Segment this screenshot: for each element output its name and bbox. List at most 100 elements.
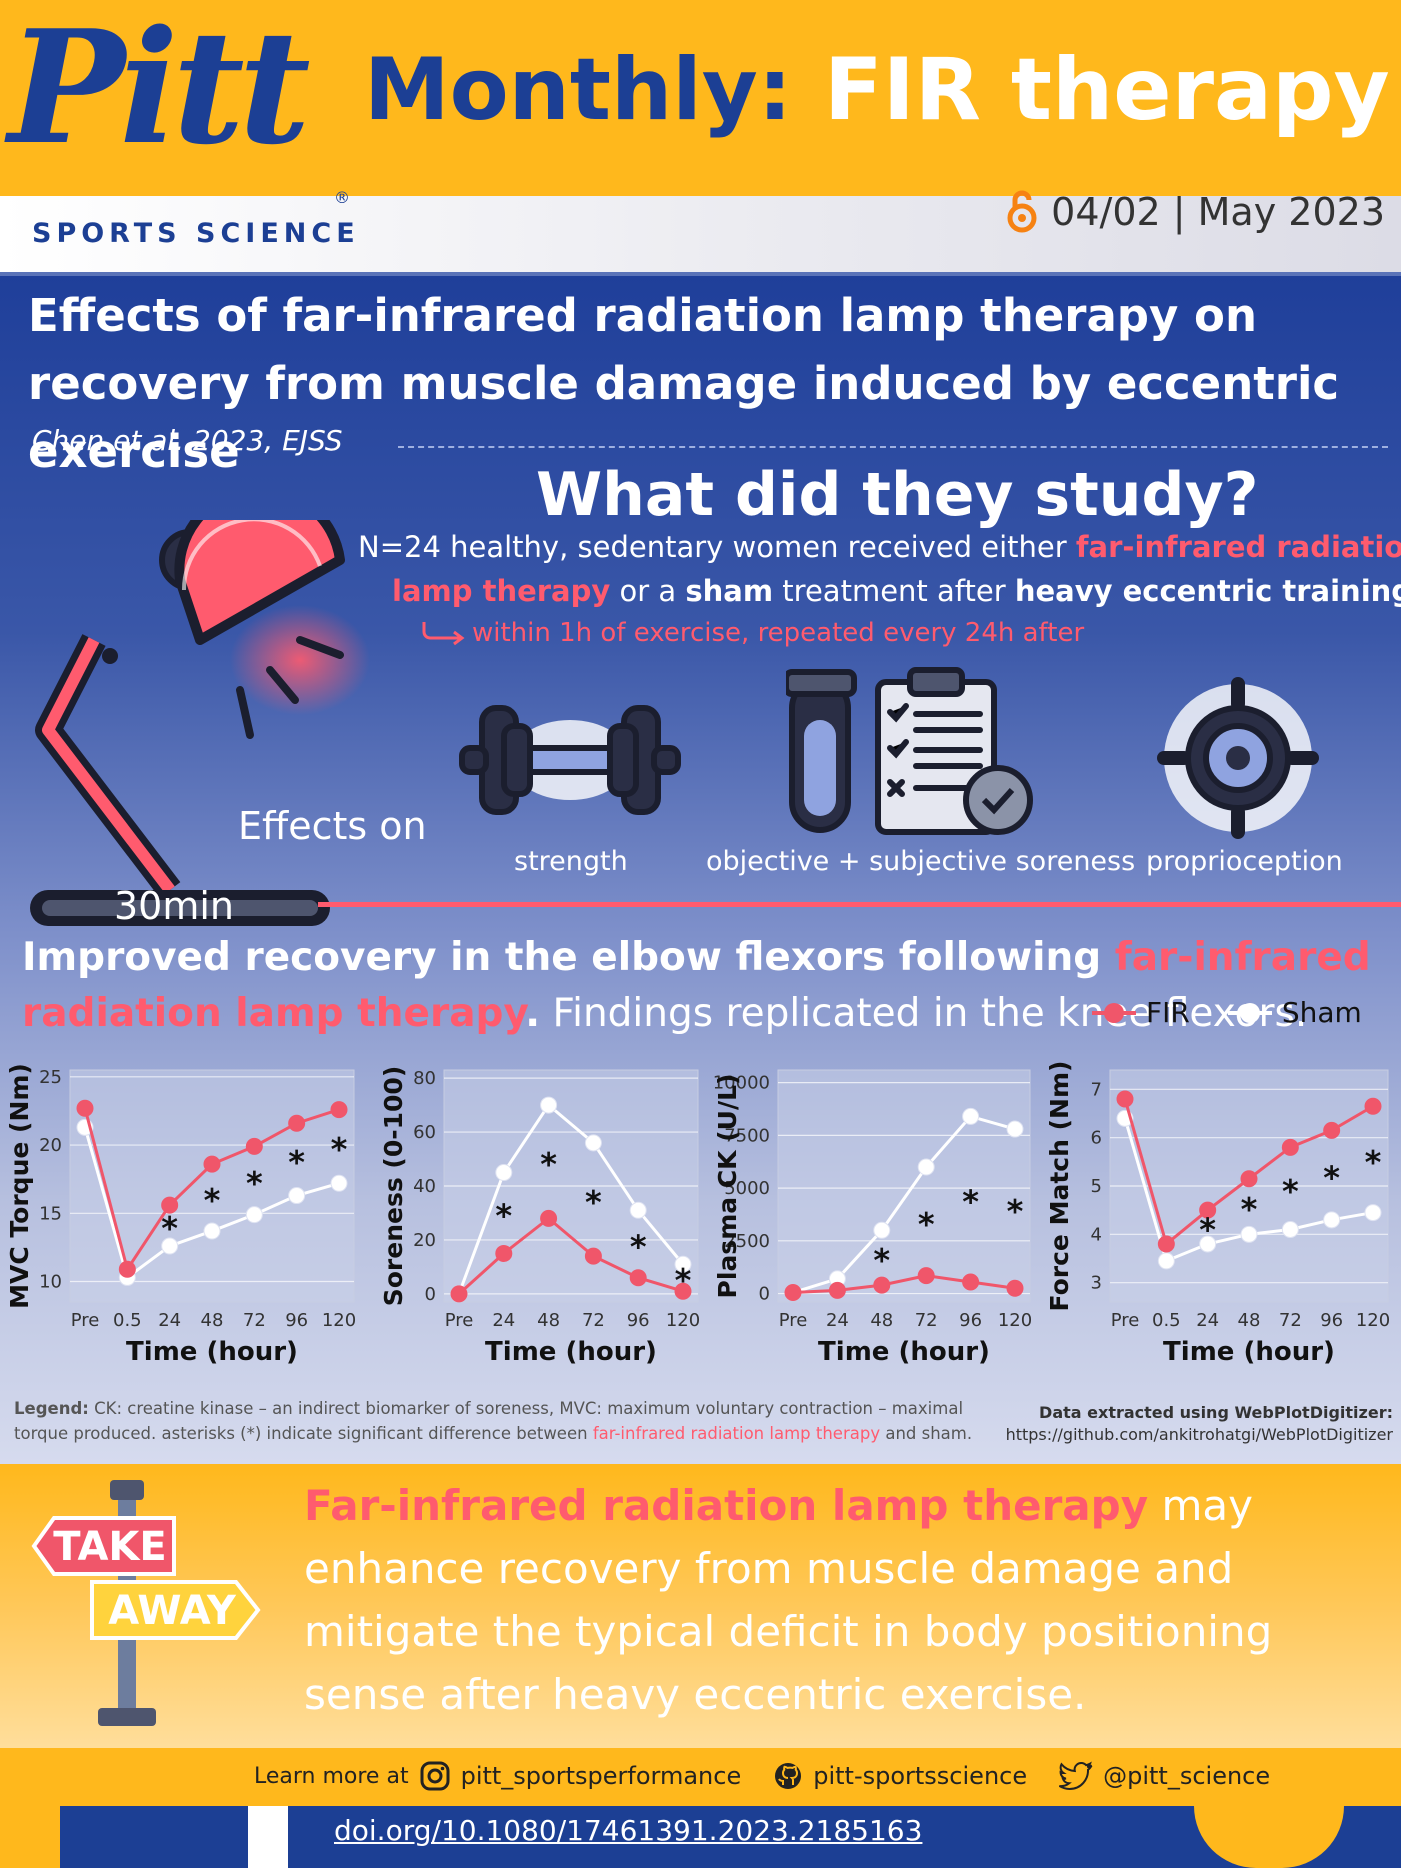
issue-info: 04/02 | May 2023 bbox=[1005, 190, 1385, 234]
chart-mvc-torque: 10 15 20 25 Pre 0.5 24 48 72 96 120 Time (hour) MVC … bbox=[2, 1058, 364, 1386]
x-tick-label: Pre bbox=[71, 1310, 100, 1331]
y-axis-label: Plasma CK (U/L) bbox=[713, 1074, 742, 1299]
y-tick-label: 7500 bbox=[724, 1125, 770, 1146]
fir-data-point bbox=[203, 1155, 221, 1173]
x-tick-label: 120 bbox=[666, 1310, 700, 1331]
chart-plasma-ck: 0 2500 5000 7500 10000 Pre 24 48 72 96 120 Time (ho… bbox=[710, 1058, 1040, 1386]
significance-asterisk: * bbox=[1199, 1211, 1216, 1249]
sham-data-point bbox=[962, 1107, 980, 1125]
x-tick-label: 96 bbox=[1320, 1310, 1343, 1331]
duration-label: 30min bbox=[114, 884, 235, 928]
results-bold: Improved recovery in the elbow flexors f… bbox=[22, 935, 1115, 980]
fir-data-point bbox=[1199, 1201, 1217, 1219]
sign-away-text: AWAY bbox=[108, 1588, 237, 1634]
logo-subtitle: SPORTS SCIENCE bbox=[32, 218, 360, 249]
x-tick-label: 96 bbox=[959, 1310, 982, 1331]
x-axis-label: Time (hour) bbox=[126, 1337, 298, 1367]
fir-data-point bbox=[1364, 1097, 1382, 1115]
x-tick-label: 24 bbox=[492, 1310, 515, 1331]
soreness-icon bbox=[786, 667, 1033, 835]
sham-data-point bbox=[917, 1158, 935, 1176]
paper-title: Effects of far-infrared radiation lamp t… bbox=[28, 289, 1340, 478]
fir-data-point bbox=[629, 1269, 647, 1287]
open-access-icon bbox=[1007, 190, 1037, 233]
y-tick-label: 20 bbox=[413, 1230, 436, 1251]
y-tick-label: 0 bbox=[425, 1284, 436, 1305]
fir-data-point bbox=[784, 1284, 802, 1302]
sham-data-point bbox=[1157, 1252, 1175, 1270]
y-axis-label: Soreness (0-100) bbox=[379, 1066, 408, 1307]
footer-decoration bbox=[248, 1806, 288, 1868]
twitter-icon bbox=[1059, 1761, 1093, 1791]
y-tick-label: 7 bbox=[1091, 1079, 1102, 1100]
x-tick-label: 48 bbox=[1238, 1310, 1261, 1331]
takeaway-body: may enhance recovery from muscle damage … bbox=[304, 1481, 1273, 1719]
plot-area bbox=[69, 1069, 355, 1303]
legend-sham-label: Sham bbox=[1281, 996, 1362, 1029]
significance-asterisk: * bbox=[1365, 1143, 1382, 1181]
fir-data-point bbox=[495, 1244, 513, 1262]
y-tick-label: 0 bbox=[759, 1284, 770, 1305]
fir-data-point bbox=[118, 1260, 136, 1278]
effect-strength-label: strength bbox=[514, 846, 628, 877]
significance-asterisk: * bbox=[1323, 1159, 1340, 1197]
sham-data-point bbox=[1364, 1204, 1382, 1222]
sham-data-point bbox=[1006, 1120, 1024, 1138]
fir-data-point bbox=[873, 1276, 891, 1294]
x-tick-label: 48 bbox=[537, 1310, 560, 1331]
target-icon bbox=[1157, 677, 1319, 839]
sham-data-point bbox=[288, 1187, 306, 1205]
significance-asterisk: * bbox=[495, 1197, 512, 1235]
y-tick-label: 5000 bbox=[724, 1178, 770, 1199]
x-axis-label: Time (hour) bbox=[1163, 1337, 1335, 1367]
x-axis-label: Time (hour) bbox=[485, 1337, 657, 1367]
dumbbell-icon bbox=[459, 705, 681, 815]
sham-data-point bbox=[540, 1096, 558, 1114]
footer-links: Learn more at pitt_sportsperformance pit… bbox=[254, 1760, 1270, 1792]
results-period: . bbox=[525, 991, 541, 1036]
study-text: treatment after bbox=[773, 574, 1015, 608]
effect-soreness-label: objective + subjective soreness bbox=[706, 846, 1136, 877]
fir-data-point bbox=[450, 1285, 468, 1303]
lamp-icon bbox=[30, 520, 370, 926]
fir-data-point bbox=[584, 1247, 602, 1265]
doi-link[interactable]: doi.org/10.1080/17461391.2023.2185163 bbox=[334, 1814, 923, 1847]
github-icon bbox=[775, 1763, 802, 1789]
github-link[interactable]: pitt-sportsscience bbox=[813, 1762, 1028, 1790]
legend-text-end: and sham. bbox=[880, 1424, 973, 1443]
significance-asterisk: * bbox=[675, 1262, 692, 1300]
significance-asterisk: * bbox=[331, 1130, 348, 1168]
fir-data-point bbox=[288, 1114, 306, 1132]
x-tick-label: 120 bbox=[1356, 1310, 1390, 1331]
x-tick-label: 96 bbox=[627, 1310, 650, 1331]
y-tick-label: 25 bbox=[39, 1067, 62, 1088]
y-axis-label: MVC Torque (Nm) bbox=[5, 1063, 34, 1309]
fir-data-point bbox=[1323, 1121, 1341, 1139]
y-tick-label: 3 bbox=[1091, 1273, 1102, 1294]
sham-data-point bbox=[1240, 1225, 1258, 1243]
x-tick-label: 24 bbox=[1196, 1310, 1219, 1331]
twitter-link[interactable]: @pitt_science bbox=[1103, 1762, 1271, 1790]
significance-asterisk: * bbox=[161, 1210, 178, 1248]
takeaway-text: Far-infrared radiation lamp therapy may … bbox=[304, 1474, 1384, 1726]
divider bbox=[398, 446, 1388, 448]
significance-asterisk: * bbox=[585, 1183, 602, 1221]
x-axis-label: Time (hour) bbox=[818, 1337, 990, 1367]
sham-data-point bbox=[245, 1206, 263, 1224]
x-tick-label: 96 bbox=[285, 1310, 308, 1331]
sham-data-point bbox=[203, 1222, 221, 1240]
chart-force-match: 3 4 5 6 7 Pre 0.5 24 48 72 96 120 Time (hour) Force M… bbox=[1042, 1058, 1398, 1386]
x-tick-label: 72 bbox=[915, 1310, 938, 1331]
chart-soreness: 0 20 40 60 80 Pre 24 48 72 96 120 Time (hour) Sorene… bbox=[376, 1058, 708, 1386]
x-tick-label: 0.5 bbox=[113, 1310, 142, 1331]
header: Pitt ® SPORTS SCIENCE Monthly: FIR thera… bbox=[0, 0, 1401, 272]
fir-data-point bbox=[1006, 1279, 1024, 1297]
y-tick-label: 80 bbox=[413, 1068, 436, 1089]
instagram-link[interactable]: pitt_sportsperformance bbox=[460, 1762, 742, 1790]
study-highlight: far-infrared radiation bbox=[1075, 530, 1401, 564]
fir-data-point bbox=[76, 1099, 94, 1117]
takeaway-sign-icon: TAKE AWAY bbox=[31, 1480, 261, 1726]
sign-take-text: TAKE bbox=[53, 1524, 166, 1570]
fir-data-point bbox=[1157, 1235, 1175, 1253]
